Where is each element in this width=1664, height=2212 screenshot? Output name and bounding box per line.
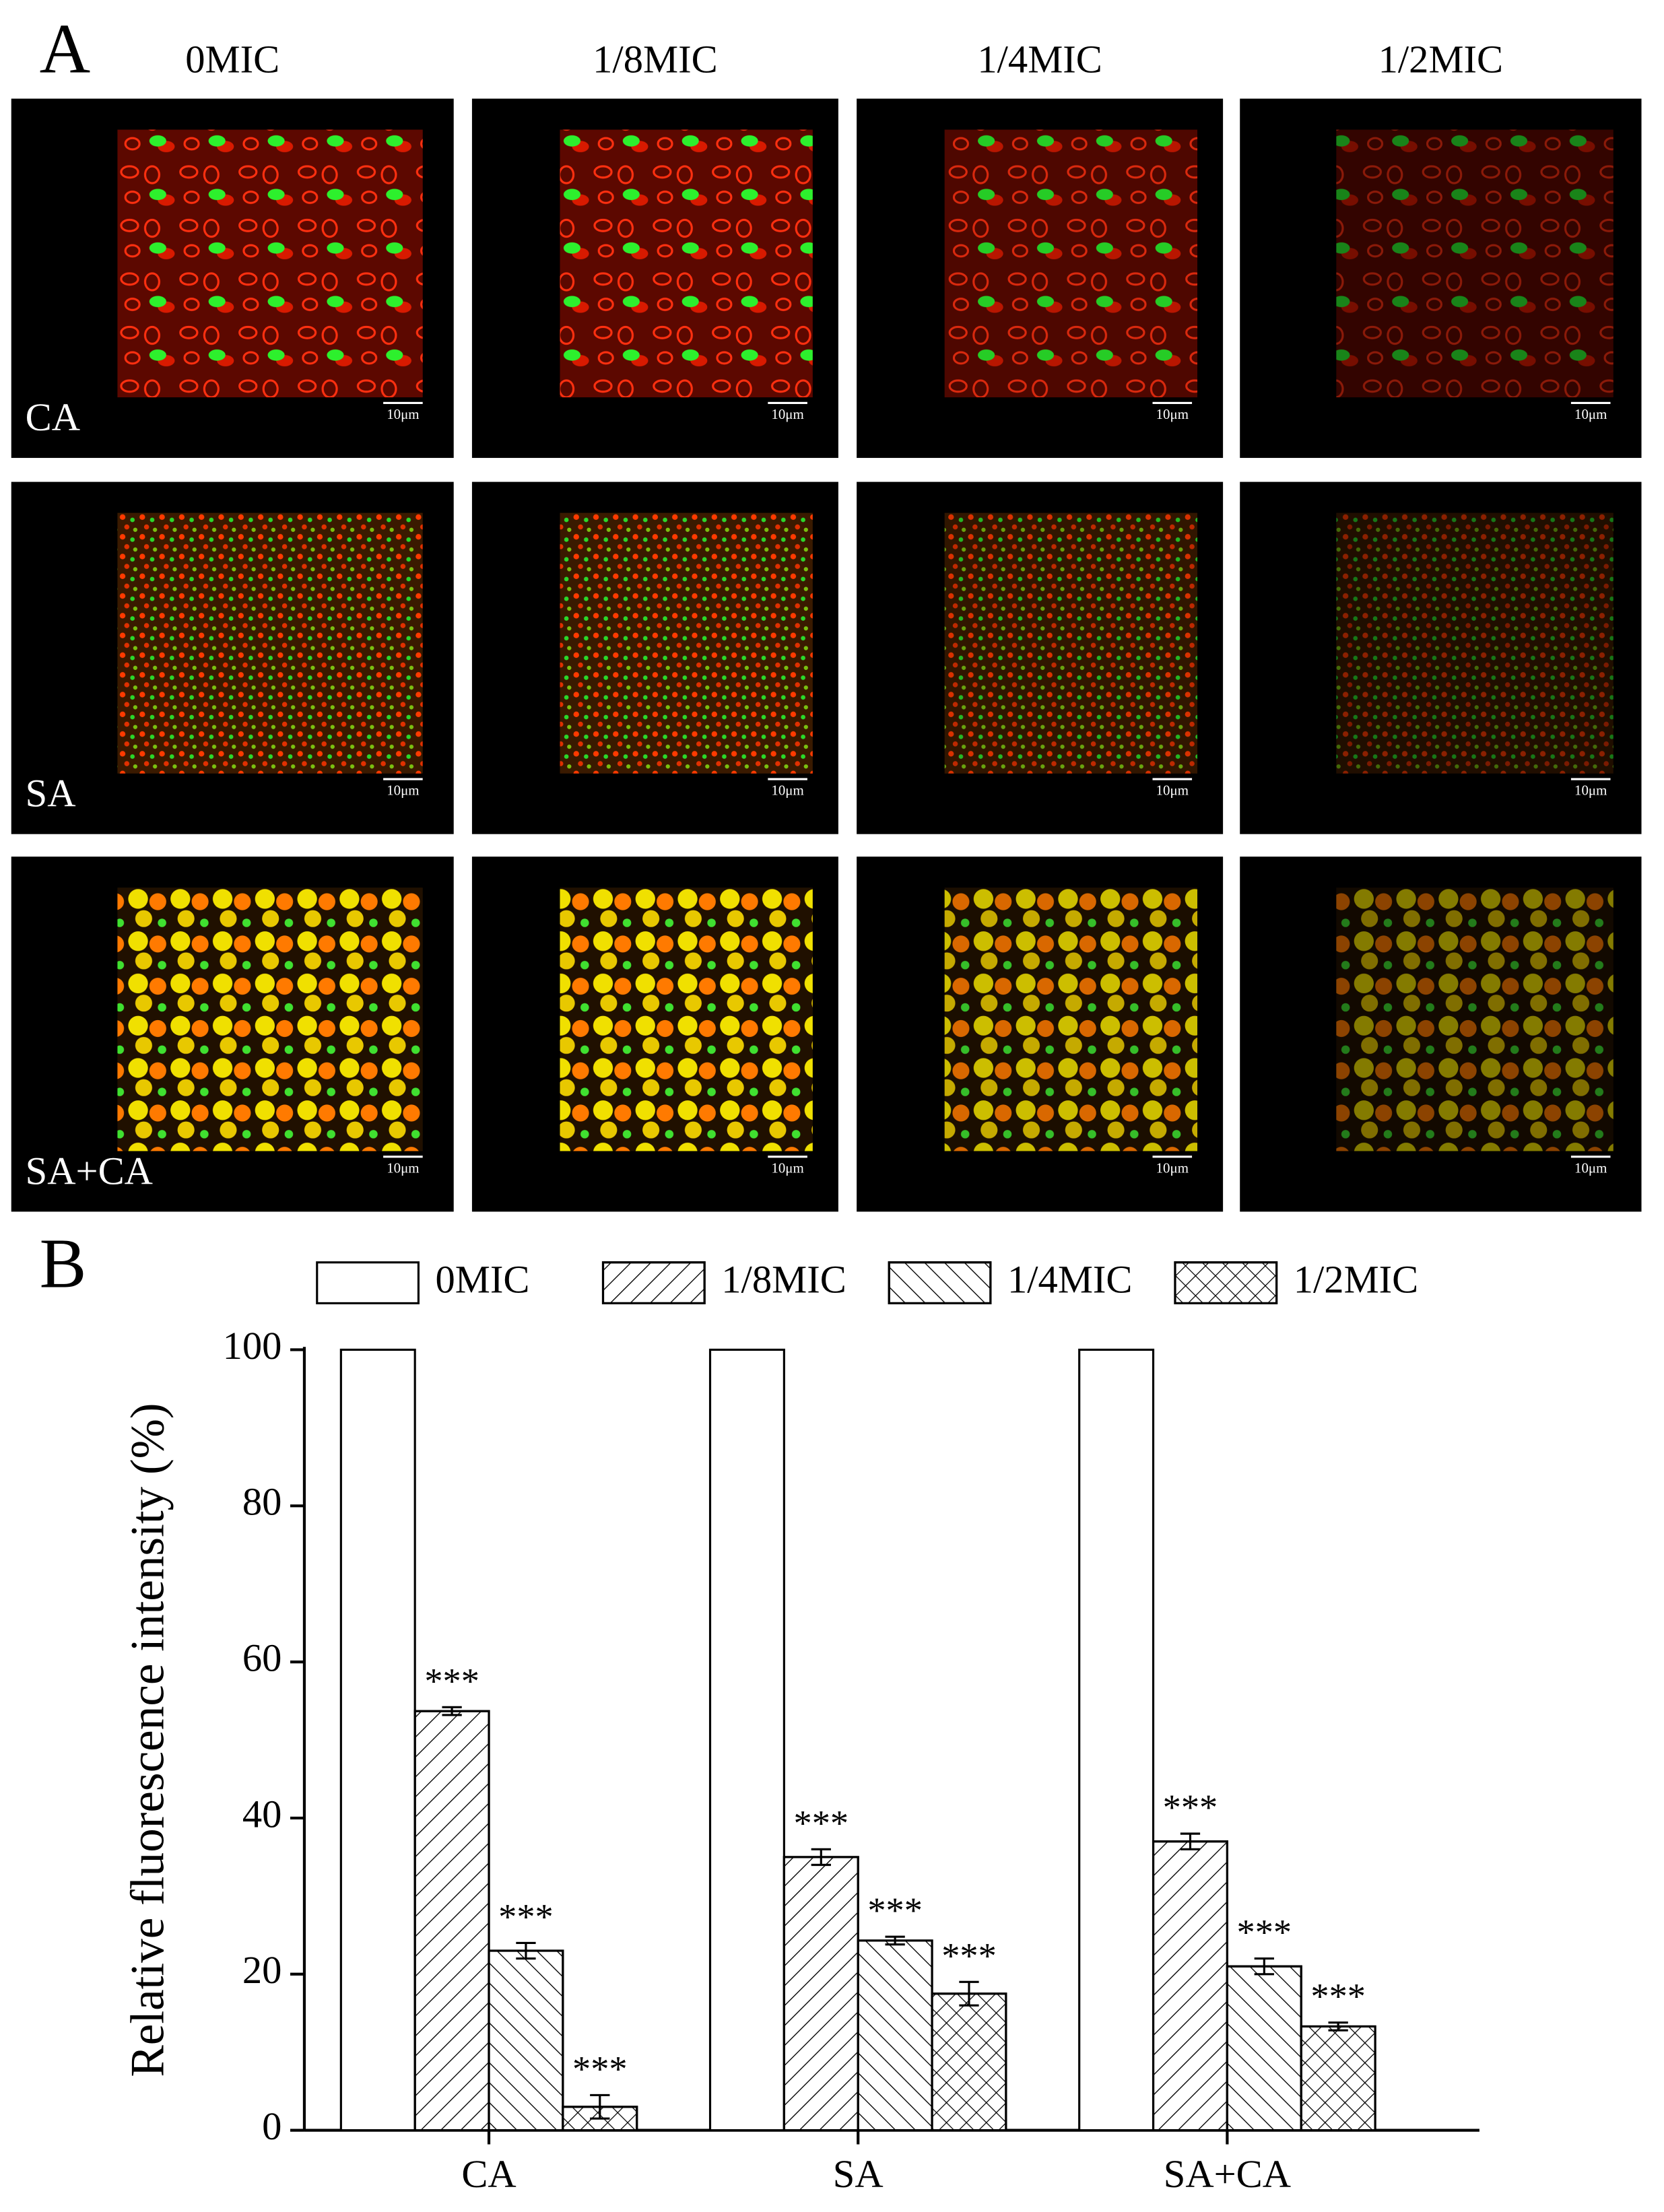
- bar-hatch: [931, 1992, 1007, 2132]
- legend-label: 1/4MIC: [1007, 1258, 1133, 1302]
- micrograph-image: [560, 129, 813, 398]
- y-tick-label: 60: [242, 1636, 282, 1680]
- significance-label: ***: [498, 1896, 554, 1937]
- y-axis-label: Relative fluorescence intensity (%): [121, 1403, 174, 2077]
- legend-swatch: [316, 1261, 420, 1304]
- column-header: 1/2MIC: [1378, 38, 1504, 81]
- row-label: SA+CA: [26, 1149, 153, 1193]
- column-header: 1/8MIC: [593, 38, 718, 81]
- scale-bar-label: 10μm: [387, 782, 419, 799]
- scale-bar-label: 10μm: [1156, 1160, 1189, 1176]
- legend-swatch-hatch: [888, 1261, 992, 1304]
- row-label: SA: [26, 772, 76, 815]
- micrograph-image: [1336, 887, 1613, 1151]
- y-tick-label: 100: [223, 1324, 282, 1368]
- legend-swatch-hatch: [601, 1261, 706, 1304]
- significance-label: ***: [867, 1890, 923, 1931]
- significance-label: ***: [941, 1935, 997, 1976]
- significance-label: ***: [1163, 1787, 1218, 1828]
- x-tick-label: SA: [833, 2152, 884, 2196]
- scale-bar-label: 10μm: [387, 1160, 419, 1176]
- legend-label: 1/2MIC: [1294, 1258, 1419, 1302]
- scale-bar-label: 10μm: [1574, 406, 1607, 422]
- scale-bar-label: 10μm: [1156, 406, 1189, 422]
- legend-label: 0MIC: [436, 1258, 530, 1302]
- micrograph-image: [117, 887, 423, 1151]
- scale-bar-label: 10μm: [1574, 782, 1607, 799]
- bar-hatch: [413, 1710, 490, 2132]
- micrograph-image: [944, 129, 1198, 398]
- scale-bar-label: 10μm: [1574, 1160, 1607, 1176]
- scale-bar-label: 10μm: [387, 406, 419, 422]
- bar: [339, 1348, 416, 2132]
- micrograph-image: [944, 887, 1198, 1151]
- bar-hatch: [1226, 1965, 1302, 2132]
- micrograph-image: [1336, 512, 1613, 774]
- legend-label: 1/8MIC: [721, 1258, 846, 1302]
- x-tick-label: SA+CA: [1164, 2152, 1291, 2196]
- bar-hatch: [1152, 1840, 1228, 2132]
- bar-hatch: [488, 1949, 564, 2132]
- micrograph-grid: 0MIC 1/8MIC 1/4MIC 1/2MIC 10μm CA 10μm 10μm 10μm…: [11, 38, 1642, 1212]
- scale-bar-label: 10μm: [771, 782, 803, 799]
- y-tick-label: 80: [242, 1480, 282, 1524]
- legend-swatch-hatch: [1174, 1261, 1278, 1304]
- bar-hatch: [1300, 2025, 1376, 2132]
- significance-label: ***: [794, 1803, 849, 1843]
- micrograph-image: [1336, 129, 1613, 398]
- column-header: 1/4MIC: [977, 38, 1102, 81]
- scale-bar-label: 10μm: [771, 406, 803, 422]
- bar-chart: 0 20 40 60 80 100 CA SA SA+CA 0MIC *** *** *** 1/8MIC…: [223, 1258, 1479, 2196]
- scale-bar-label: 10μm: [1156, 782, 1189, 799]
- micrograph-image: [944, 512, 1198, 774]
- y-tick-label: 40: [242, 1792, 282, 1836]
- bar: [708, 1348, 785, 2132]
- bar: [1078, 1348, 1155, 2132]
- x-tick-label: CA: [461, 2152, 516, 2196]
- row-label: CA: [26, 395, 80, 439]
- y-tick-label: 0: [262, 2104, 281, 2148]
- significance-label: ***: [424, 1661, 479, 1701]
- significance-label: ***: [1237, 1912, 1292, 1953]
- panel-label: A: [40, 10, 91, 88]
- column-header: 0MIC: [185, 38, 279, 81]
- micrograph-image: [560, 512, 813, 774]
- y-tick-label: 20: [242, 1948, 282, 1992]
- significance-label: ***: [572, 2048, 628, 2089]
- micrograph-image: [117, 129, 423, 398]
- significance-label: ***: [1310, 1976, 1366, 2017]
- scale-bar-label: 10μm: [771, 1160, 803, 1176]
- bar-hatch: [783, 1856, 859, 2132]
- panel-label: B: [40, 1224, 87, 1302]
- micrograph-image: [560, 887, 813, 1151]
- bar-hatch: [857, 1939, 933, 2132]
- micrograph-image: [117, 512, 423, 774]
